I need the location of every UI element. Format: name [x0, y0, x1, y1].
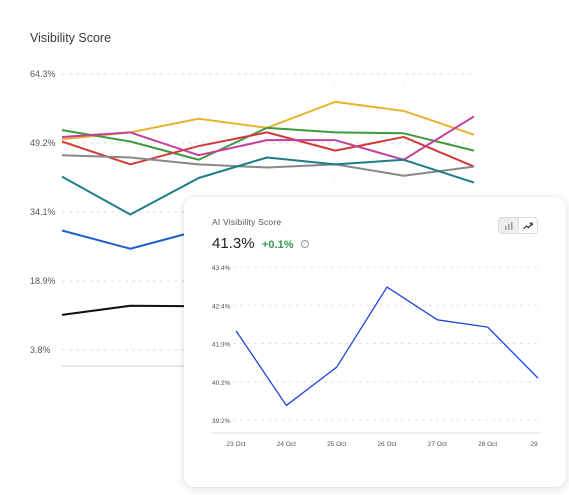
x-tick-label: 27 Oct — [428, 441, 447, 448]
x-tick-label: 24 Oct — [277, 441, 296, 448]
series-line-4 — [61, 154, 475, 177]
y-tick-label: 40.2% — [212, 380, 231, 387]
y-tick-label: 34.1% — [30, 207, 56, 217]
chart-type-toggle — [498, 217, 538, 234]
card-title: AI Visibility Score — [212, 217, 282, 227]
series-line-6 — [61, 229, 199, 250]
info-icon[interactable]: i — [301, 240, 309, 248]
ai-visibility-chart: 43.4% 42.4% 41.3% 40.2% 39.2% 23 Oct 24 Oct 25 … — [212, 265, 540, 448]
series-line-7 — [61, 304, 199, 316]
series-line-2 — [61, 131, 475, 168]
line-chart-icon — [522, 222, 533, 229]
x-tick-label: 28 Oct — [478, 441, 497, 448]
chart-title: Visibility Score — [30, 31, 112, 45]
series-line-0 — [235, 286, 539, 407]
line-chart-toggle[interactable] — [518, 218, 537, 233]
y-tick-label: 64.3% — [30, 69, 56, 79]
bar-chart-toggle[interactable] — [499, 218, 519, 233]
score-delta: +0.1% — [262, 238, 294, 251]
bar-chart-icon — [504, 221, 513, 230]
x-tick-label: 29 — [530, 441, 538, 448]
x-tick-label: 23 Oct — [226, 441, 245, 448]
ai-visibility-card: AI Visibility Score 41.3% +0.1% i 43.4% 4… — [184, 197, 566, 487]
y-tick-label: 49.2% — [30, 138, 56, 148]
y-tick-label: 42.4% — [212, 303, 231, 310]
x-tick-label: 26 Oct — [377, 441, 396, 448]
series-line-5 — [61, 156, 475, 216]
series-line-1 — [61, 126, 475, 161]
y-tick-label: 3.8% — [30, 345, 51, 355]
y-tick-label: 43.4% — [212, 265, 231, 272]
y-tick-label: 41.3% — [212, 342, 231, 349]
x-tick-label: 25 Oct — [327, 441, 346, 448]
series-line-3 — [61, 115, 475, 161]
y-tick-label: 18.9% — [30, 276, 56, 286]
score-value: 41.3% — [212, 235, 255, 252]
y-tick-label: 39.2% — [212, 418, 231, 425]
